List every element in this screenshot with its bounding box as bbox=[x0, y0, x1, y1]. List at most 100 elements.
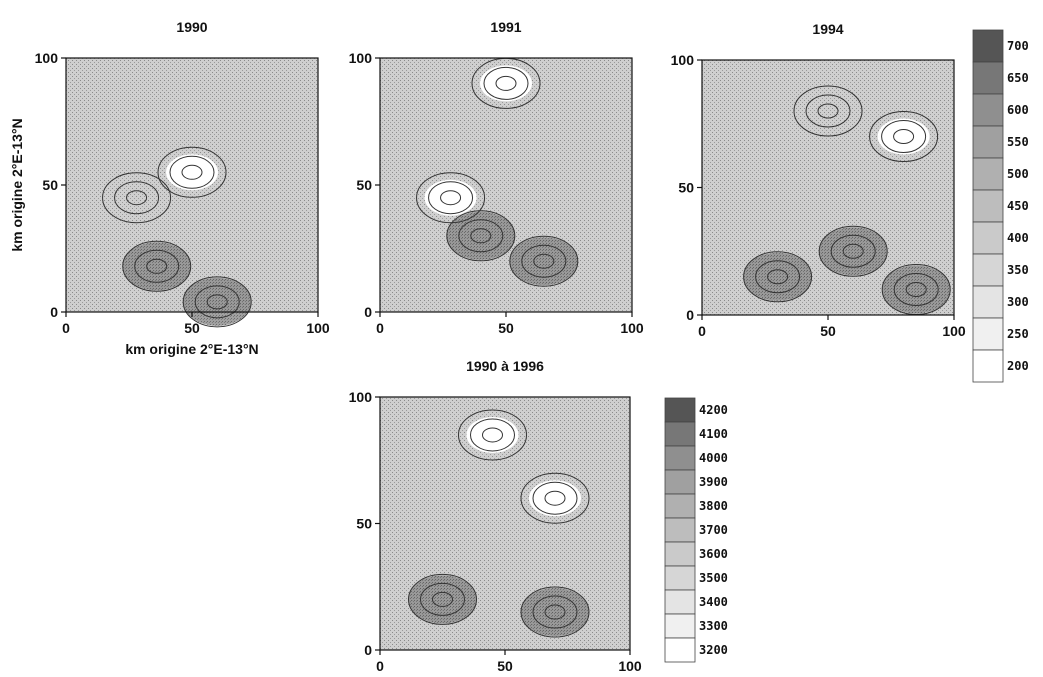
panel-title: 1990 à 1996 bbox=[466, 358, 544, 374]
contour-line-4-3 bbox=[157, 146, 227, 198]
legend-level-label: 700 bbox=[1007, 39, 1029, 53]
x-tick-label: 50 bbox=[498, 320, 514, 336]
contour-panel-2: 1991 0 50 100 0 50 100 bbox=[349, 19, 644, 336]
contour-line-2-1 bbox=[146, 258, 168, 274]
contour-line-2-3 bbox=[520, 586, 590, 638]
contour-line-4-1 bbox=[495, 75, 517, 91]
contour-line-2-3 bbox=[122, 240, 192, 292]
x-tick-label: 0 bbox=[376, 320, 384, 336]
contour-line-3-1 bbox=[482, 427, 503, 443]
contour-line-3-3 bbox=[416, 172, 486, 224]
contour-line-3-1 bbox=[440, 190, 462, 206]
contour-line-1-3 bbox=[446, 210, 516, 262]
y-axis-label: km origine 2°E-13°N bbox=[9, 118, 25, 251]
contour-fill-1 bbox=[743, 252, 812, 301]
contour-fill-4 bbox=[529, 480, 581, 517]
y-tick-label: 0 bbox=[50, 304, 58, 320]
y-tick-label: 0 bbox=[364, 642, 372, 658]
legend-level-label: 3200 bbox=[699, 643, 728, 657]
legend-swatch bbox=[972, 189, 1004, 223]
legend-swatch bbox=[664, 421, 696, 447]
legend-level-label: 250 bbox=[1007, 327, 1029, 341]
legend-swatch bbox=[664, 613, 696, 639]
contour-line-2-2 bbox=[521, 244, 567, 278]
contour-line-4-2 bbox=[532, 481, 578, 515]
contour-line-4-3 bbox=[520, 472, 590, 524]
contour-fill-4 bbox=[166, 154, 218, 191]
contour-line-4-2 bbox=[483, 66, 529, 100]
contour-line-3-1 bbox=[905, 282, 927, 297]
y-tick-label: 50 bbox=[356, 516, 372, 532]
legend-swatch bbox=[664, 637, 696, 663]
legend-2: 4200 4100 4000 3900 3800 3700 3600 3500 3400 3300… bbox=[664, 397, 728, 663]
x-tick-label: 0 bbox=[62, 320, 70, 336]
contour-fill-1 bbox=[408, 575, 477, 624]
contour-line-3-2 bbox=[428, 181, 474, 215]
contour-line-3-3 bbox=[458, 409, 527, 461]
contour-line-1-1 bbox=[432, 591, 453, 607]
panel-title: 1990 bbox=[176, 19, 207, 35]
legend-swatch bbox=[972, 221, 1004, 255]
contour-line-1-1 bbox=[767, 269, 789, 285]
legend-level-label: 600 bbox=[1007, 103, 1029, 117]
legend-level-label: 650 bbox=[1007, 71, 1029, 85]
legend-swatch bbox=[972, 125, 1004, 159]
y-tick-label: 100 bbox=[349, 389, 373, 405]
contour-line-2-1 bbox=[533, 253, 555, 269]
contour-panel-1: 1990 0 50 100 0 50 100 km origine 2°E-13°N km or… bbox=[9, 19, 330, 357]
x-tick-label: 0 bbox=[698, 323, 706, 339]
legend-level-label: 350 bbox=[1007, 263, 1029, 277]
contour-line-1-1 bbox=[470, 228, 492, 244]
legend-level-label: 3600 bbox=[699, 547, 728, 561]
legend-level-label: 4200 bbox=[699, 403, 728, 417]
contour-line-1-2 bbox=[458, 219, 504, 253]
legend-swatch bbox=[664, 397, 696, 423]
contour-line-4-1 bbox=[181, 164, 203, 180]
contour-fill-3 bbox=[183, 277, 252, 326]
contour-line-5-3 bbox=[869, 111, 939, 162]
legend-level-label: 3800 bbox=[699, 499, 728, 513]
y-tick-label: 50 bbox=[356, 177, 372, 193]
legend-level-label: 3500 bbox=[699, 571, 728, 585]
y-tick-label: 0 bbox=[686, 307, 694, 323]
x-tick-label: 100 bbox=[306, 320, 330, 336]
legend-swatch bbox=[972, 93, 1004, 127]
contour-line-1-2 bbox=[420, 582, 465, 616]
contour-fill-3 bbox=[424, 179, 477, 216]
contour-line-4-1 bbox=[544, 490, 566, 506]
panel-title: 1991 bbox=[490, 19, 521, 35]
contour-fill-3 bbox=[466, 416, 519, 453]
contour-line-2-2 bbox=[830, 234, 876, 268]
contour-line-1-3 bbox=[102, 172, 172, 224]
y-tick-label: 0 bbox=[364, 304, 372, 320]
contour-line-2-3 bbox=[818, 225, 888, 277]
legend-swatch bbox=[972, 317, 1004, 351]
legend-1: 700 650 600 550 500 450 400 350 300 250 200 bbox=[972, 29, 1029, 383]
panel-title: 1994 bbox=[812, 21, 843, 37]
legend-level-label: 3700 bbox=[699, 523, 728, 537]
contour-line-4-2 bbox=[169, 155, 215, 189]
contour-line-1-2 bbox=[114, 181, 160, 215]
x-tick-label: 100 bbox=[620, 320, 644, 336]
legend-level-label: 550 bbox=[1007, 135, 1029, 149]
y-tick-label: 50 bbox=[678, 180, 694, 196]
contour-panel-4: 1990 à 1996 0 50 100 0 50 100 bbox=[349, 358, 642, 674]
contour-fill-2 bbox=[509, 237, 578, 286]
contour-fill-3 bbox=[882, 265, 951, 314]
contour-fill-1 bbox=[446, 211, 515, 260]
legend-level-label: 3300 bbox=[699, 619, 728, 633]
x-tick-label: 50 bbox=[497, 658, 513, 672]
legend-swatch bbox=[972, 157, 1004, 191]
contour-line-2-3 bbox=[509, 235, 579, 287]
x-axis-label: km origine 2°E-13°N bbox=[125, 341, 258, 357]
legend-swatch bbox=[972, 349, 1004, 383]
contour-line-4-2 bbox=[805, 94, 851, 128]
legend-swatch bbox=[664, 517, 696, 543]
contour-line-3-2 bbox=[893, 273, 939, 306]
contour-fill-4 bbox=[480, 65, 532, 102]
legend-swatch bbox=[664, 565, 696, 591]
contour-fill-2 bbox=[122, 242, 191, 291]
legend-level-label: 450 bbox=[1007, 199, 1029, 213]
